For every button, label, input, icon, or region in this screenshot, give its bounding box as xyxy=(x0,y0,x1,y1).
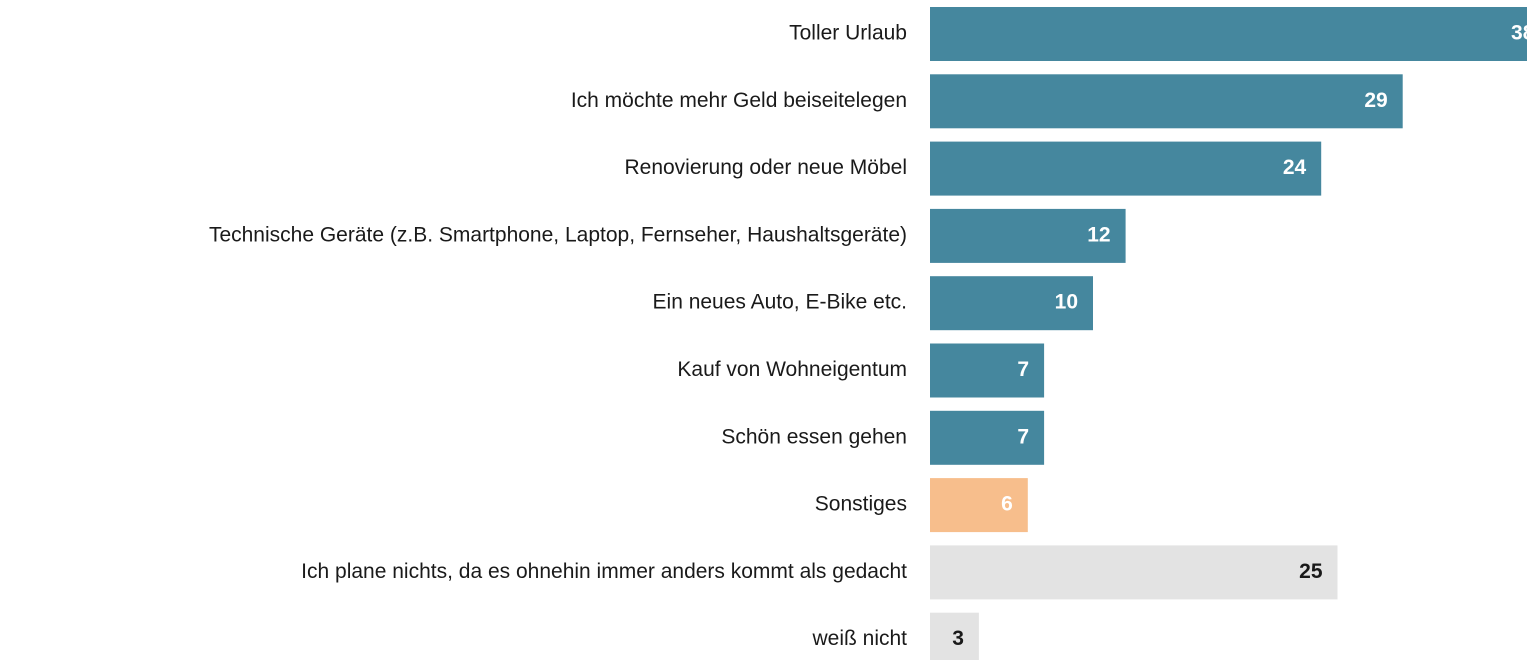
category-label: Ich plane nichts, da es ohnehin immer an… xyxy=(301,560,907,583)
bar xyxy=(930,410,1045,465)
bar xyxy=(930,276,1093,331)
value-label: 12 xyxy=(1087,223,1110,246)
category-label: weiß nicht xyxy=(811,627,907,650)
category-label: Kauf von Wohneigentum xyxy=(677,358,907,381)
value-label: 7 xyxy=(1017,358,1029,381)
bar xyxy=(930,343,1045,398)
bar xyxy=(930,545,1338,600)
category-label: Ein neues Auto, E-Bike etc. xyxy=(653,291,907,314)
bar xyxy=(930,208,1126,263)
value-label: 6 xyxy=(1001,493,1013,516)
bar xyxy=(930,74,1403,129)
category-label: Toller Urlaub xyxy=(789,22,907,45)
category-label: Schön essen gehen xyxy=(721,425,907,448)
bar xyxy=(930,7,1527,61)
value-label: 24 xyxy=(1283,156,1307,179)
value-label: 38 xyxy=(1511,22,1527,45)
value-label: 3 xyxy=(952,627,964,650)
category-label: Ich möchte mehr Geld beiseitelegen xyxy=(571,89,907,112)
category-label: Renovierung oder neue Möbel xyxy=(624,156,907,179)
bar xyxy=(930,141,1322,196)
bar xyxy=(930,478,1028,533)
bar xyxy=(930,612,979,660)
value-label: 7 xyxy=(1017,425,1029,448)
category-label: Sonstiges xyxy=(815,493,907,516)
value-label: 29 xyxy=(1364,89,1387,112)
value-label: 25 xyxy=(1299,560,1323,583)
category-label: Technische Geräte (z.B. Smartphone, Lapt… xyxy=(209,223,907,246)
value-label: 10 xyxy=(1055,291,1078,314)
